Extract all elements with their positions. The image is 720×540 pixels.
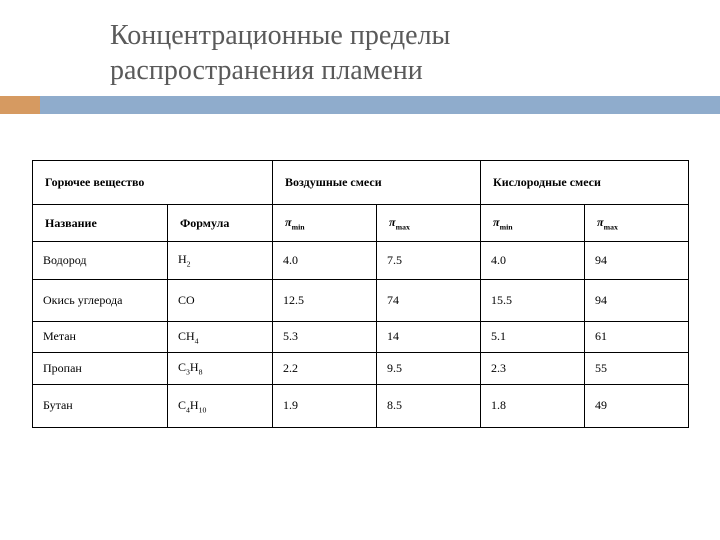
cell-formula: C3H8 (168, 353, 273, 384)
cell-oxy-max: 94 (585, 279, 689, 321)
table-row: ВодородH24.07.54.094 (33, 242, 689, 279)
th-oxy-min: πmin (481, 205, 585, 242)
cell-oxy-max: 49 (585, 384, 689, 427)
cell-name: Окись углерода (33, 279, 168, 321)
cell-air-min: 2.2 (273, 353, 377, 384)
cell-formula: CO (168, 279, 273, 321)
cell-air-max: 74 (377, 279, 481, 321)
cell-air-max: 14 (377, 321, 481, 352)
cell-air-min: 4.0 (273, 242, 377, 279)
th-oxy-mix: Кислородные смеси (481, 161, 689, 205)
cell-name: Бутан (33, 384, 168, 427)
limits-table-body: ВодородH24.07.54.094Окись углеродаCO12.5… (33, 242, 689, 428)
cell-formula: CH4 (168, 321, 273, 352)
cell-oxy-max: 55 (585, 353, 689, 384)
cell-name: Пропан (33, 353, 168, 384)
cell-name: Метан (33, 321, 168, 352)
th-air-max: πmax (377, 205, 481, 242)
th-oxy-max: πmax (585, 205, 689, 242)
title-line-2: распространения пламени (110, 55, 423, 86)
cell-oxy-max: 94 (585, 242, 689, 279)
cell-name: Водород (33, 242, 168, 279)
cell-air-min: 1.9 (273, 384, 377, 427)
cell-air-min: 5.3 (273, 321, 377, 352)
page-title: Концентрационные пределы распространения… (110, 18, 450, 88)
accent-bar-orange (0, 96, 40, 114)
cell-air-min: 12.5 (273, 279, 377, 321)
th-air-min: πmin (273, 205, 377, 242)
accent-bar-blue (40, 96, 720, 114)
th-fuel: Горючее вещество (33, 161, 273, 205)
table-row: БутанC4H101.98.51.849 (33, 384, 689, 427)
cell-formula: C4H10 (168, 384, 273, 427)
title-line-1: Концентрационные пределы (110, 20, 450, 51)
cell-air-max: 8.5 (377, 384, 481, 427)
cell-oxy-min: 5.1 (481, 321, 585, 352)
cell-oxy-min: 2.3 (481, 353, 585, 384)
cell-air-max: 7.5 (377, 242, 481, 279)
table-row: Окись углеродаCO12.57415.594 (33, 279, 689, 321)
cell-oxy-min: 4.0 (481, 242, 585, 279)
cell-oxy-min: 15.5 (481, 279, 585, 321)
limits-table: Горючее вещество Воздушные смеси Кислоро… (32, 160, 689, 428)
limits-table-wrap: Горючее вещество Воздушные смеси Кислоро… (32, 160, 688, 428)
th-air-mix: Воздушные смеси (273, 161, 481, 205)
th-formula: Формула (168, 205, 273, 242)
table-row: МетанCH45.3145.161 (33, 321, 689, 352)
table-row: ПропанC3H82.29.52.355 (33, 353, 689, 384)
th-name: Название (33, 205, 168, 242)
cell-formula: H2 (168, 242, 273, 279)
cell-air-max: 9.5 (377, 353, 481, 384)
cell-oxy-max: 61 (585, 321, 689, 352)
cell-oxy-min: 1.8 (481, 384, 585, 427)
